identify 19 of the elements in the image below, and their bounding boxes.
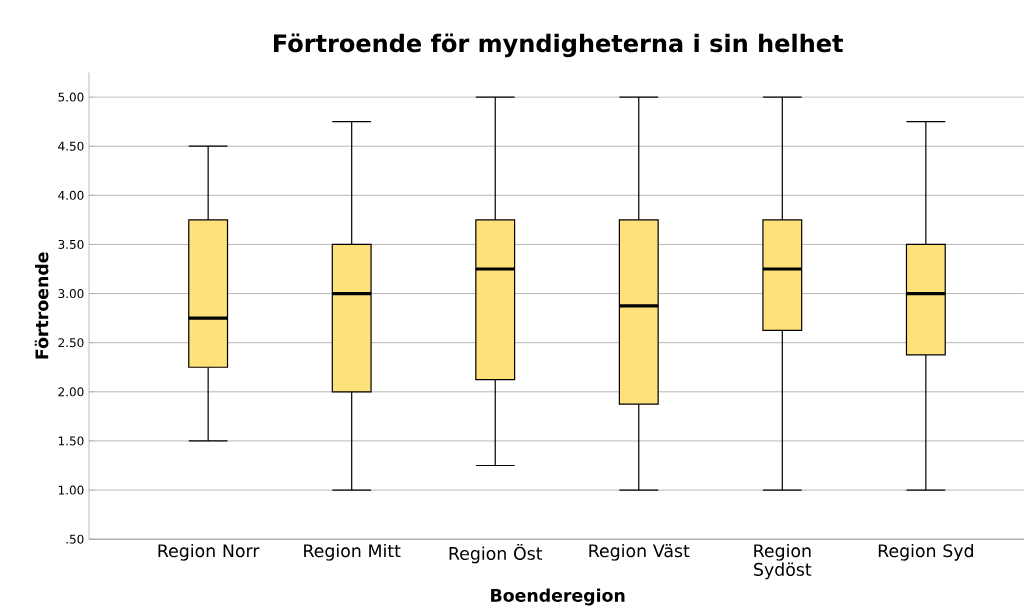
- y-tick-label: 2.50: [58, 338, 84, 348]
- y-tick-label: .50: [66, 534, 84, 544]
- y-tick-label: 1.50: [58, 436, 84, 446]
- chart-title: Förtroende för myndigheterna i sin helhet: [274, 33, 843, 58]
- y-axis-title: Förtroende: [34, 252, 49, 359]
- x-tick-label: Region Mitt: [304, 543, 401, 561]
- x-tick-label: Region Norr: [158, 543, 260, 561]
- x-tick-label: Region Väst: [589, 543, 690, 561]
- x-tick-label: Region Syd: [878, 543, 973, 561]
- x-tick-label: Region Sydöst: [754, 543, 812, 580]
- y-tick-label: 4.50: [58, 141, 84, 151]
- y-tick-label: 3.00: [58, 289, 84, 299]
- x-tick-label: Region Öst: [449, 543, 543, 564]
- y-tick-label: 3.50: [58, 239, 84, 249]
- y-tick-label: 2.00: [58, 387, 84, 397]
- y-tick-label: 4.00: [58, 190, 84, 200]
- x-axis-title: Boenderegion: [491, 588, 625, 606]
- y-tick-label: 5.00: [58, 92, 84, 102]
- y-tick-label: 1.00: [58, 485, 84, 495]
